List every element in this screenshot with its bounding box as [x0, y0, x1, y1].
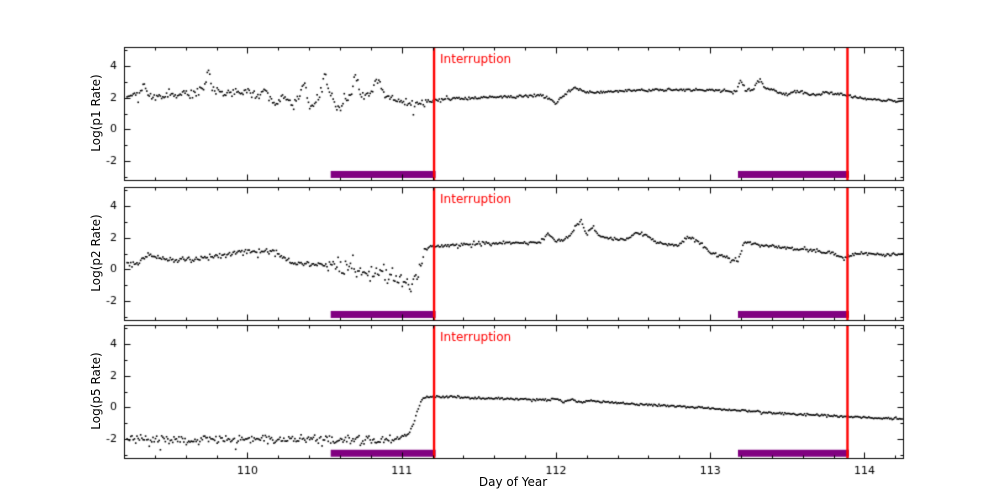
y-axis-label-p2: Log(p2 Rate) — [89, 214, 103, 292]
y-axis-label-p1: Log(p1 Rate) — [89, 74, 103, 152]
x-axis-label: Day of Year — [478, 475, 548, 489]
y-axis-label-p5: Log(p5 Rate) — [89, 352, 103, 430]
